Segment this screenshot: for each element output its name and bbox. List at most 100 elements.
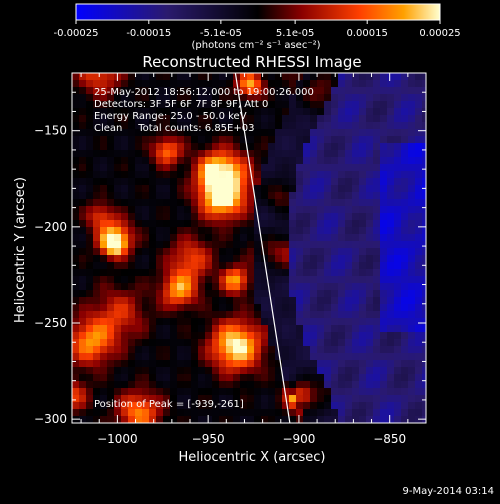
heatmap-cell <box>128 234 136 242</box>
heatmap-cell <box>191 171 199 179</box>
heatmap-cell <box>324 234 332 242</box>
heatmap-cell <box>72 290 80 298</box>
heatmap-cell <box>247 178 255 186</box>
heatmap-cell <box>184 283 192 291</box>
heatmap-cell <box>254 248 262 256</box>
heatmap-cell <box>394 367 402 375</box>
heatmap-cell <box>401 164 409 172</box>
heatmap-cell <box>422 115 426 123</box>
heatmap-cell <box>72 150 80 158</box>
heatmap-cell <box>345 80 353 88</box>
heatmap-cell <box>142 339 150 347</box>
heatmap-cell <box>275 360 283 368</box>
heatmap-cell <box>135 346 143 354</box>
heatmap-cell <box>359 192 367 200</box>
heatmap-cell <box>408 402 416 410</box>
heatmap-cell <box>93 150 101 158</box>
heatmap-cell <box>114 283 122 291</box>
heatmap-cell <box>401 227 409 235</box>
heatmap-cell <box>394 262 402 270</box>
heatmap-cell <box>254 115 262 123</box>
heatmap-cell <box>401 136 409 144</box>
heatmap-cell <box>394 311 402 319</box>
heatmap-cell <box>359 248 367 256</box>
heatmap-cell <box>121 192 129 200</box>
heatmap-cell <box>324 150 332 158</box>
heatmap-cell <box>380 80 388 88</box>
heatmap-cell <box>275 80 283 88</box>
heatmap-cell <box>219 150 227 158</box>
heatmap-cell <box>100 101 108 109</box>
heatmap-cell <box>338 150 346 158</box>
heatmap-cell <box>359 290 367 298</box>
heatmap-cell <box>212 101 220 109</box>
heatmap-cell <box>387 409 395 417</box>
heatmap-cell <box>331 304 339 312</box>
heatmap-cell <box>226 80 234 88</box>
heatmap-cell <box>317 325 325 333</box>
heatmap-cell <box>212 416 220 423</box>
heatmap-cell <box>177 290 185 298</box>
heatmap-cell <box>149 143 157 151</box>
heatmap-cell <box>72 374 80 382</box>
heatmap-cell <box>359 346 367 354</box>
heatmap-cell <box>156 80 164 88</box>
heatmap-cell <box>149 108 157 116</box>
heatmap-cell <box>282 416 290 423</box>
heatmap-cell <box>373 185 381 193</box>
heatmap-cell <box>254 318 262 326</box>
heatmap-cell <box>135 192 143 200</box>
heatmap-cell <box>93 185 101 193</box>
heatmap-cell <box>135 178 143 186</box>
heatmap-cell <box>93 101 101 109</box>
heatmap-cell <box>289 311 297 319</box>
heatmap-cell <box>128 388 136 396</box>
heatmap-cell <box>219 220 227 228</box>
heatmap-cell <box>226 360 234 368</box>
heatmap-cell <box>170 94 178 102</box>
heatmap-cell <box>275 87 283 95</box>
colorbar-label: (photons cm⁻² s⁻¹ asec⁻²) <box>191 40 320 51</box>
heatmap-cell <box>128 346 136 354</box>
heatmap-cell <box>324 388 332 396</box>
heatmap-cell <box>317 388 325 396</box>
heatmap-cell <box>415 129 423 137</box>
heatmap-cell <box>275 339 283 347</box>
heatmap-cell <box>331 297 339 305</box>
heatmap-cell <box>86 94 94 102</box>
heatmap-cell <box>261 297 269 305</box>
heatmap-cell <box>338 192 346 200</box>
heatmap-cell <box>387 276 395 284</box>
heatmap-cell <box>373 122 381 130</box>
heatmap-cell <box>163 353 171 361</box>
heatmap-cell <box>121 283 129 291</box>
heatmap-cell <box>219 402 227 410</box>
heatmap-cell <box>135 227 143 235</box>
heatmap-cell <box>156 346 164 354</box>
heatmap-cell <box>184 360 192 368</box>
heatmap-cell <box>184 94 192 102</box>
heatmap-cell <box>345 318 353 326</box>
heatmap-cell <box>289 332 297 340</box>
heatmap-cell <box>100 276 108 284</box>
heatmap-cell <box>303 73 311 81</box>
heatmap-cell <box>72 241 80 249</box>
heatmap-cell <box>205 325 213 333</box>
heatmap-cell <box>72 122 80 130</box>
heatmap-cell <box>191 241 199 249</box>
heatmap-cell <box>114 318 122 326</box>
heatmap-cell <box>303 360 311 368</box>
heatmap-cell <box>100 297 108 305</box>
heatmap-cell <box>387 269 395 277</box>
y-tick-label: −250 <box>34 316 67 330</box>
heatmap-cell <box>107 381 115 389</box>
heatmap-cell <box>93 157 101 165</box>
heatmap-cell <box>142 276 150 284</box>
heatmap-cell <box>373 297 381 305</box>
heatmap-cell <box>100 87 108 95</box>
heatmap-cell <box>100 311 108 319</box>
heatmap-cell <box>247 234 255 242</box>
heatmap-cell <box>205 213 213 221</box>
heatmap-cell <box>142 206 150 214</box>
heatmap-cell <box>121 332 129 340</box>
